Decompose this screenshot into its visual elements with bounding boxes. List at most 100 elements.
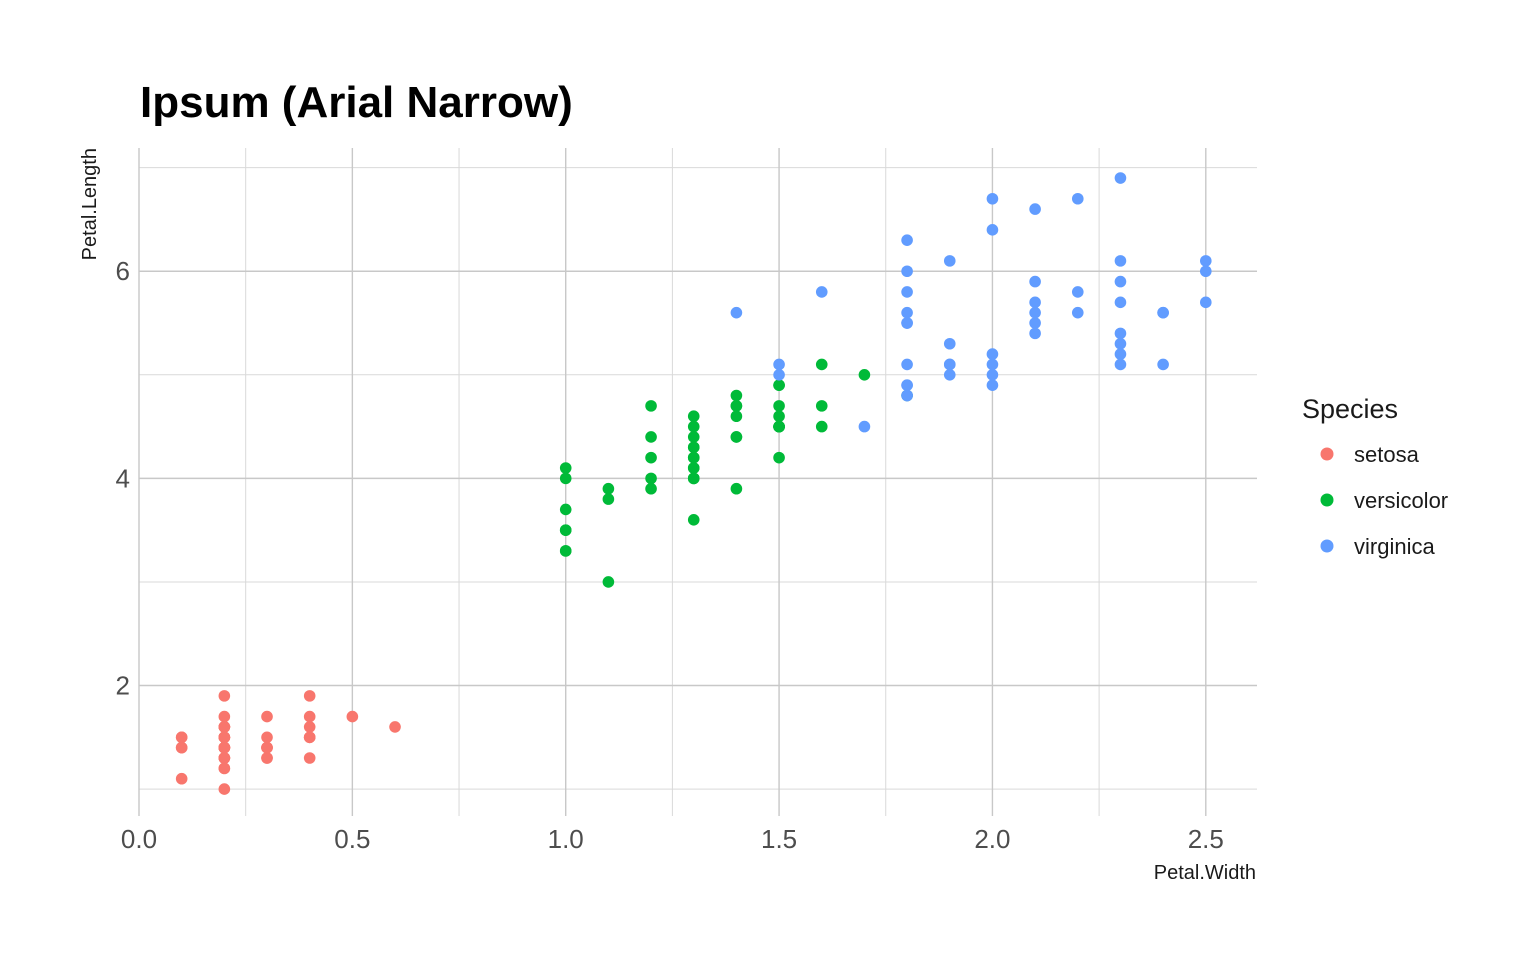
point-setosa-19	[261, 731, 273, 744]
point-versicolor-6	[815, 400, 828, 412]
point-virginica-7	[901, 234, 913, 246]
point-virginica-39	[1029, 327, 1041, 340]
point-versicolor-29	[559, 524, 572, 536]
point-versicolor-37	[687, 431, 700, 443]
point-versicolor-8	[687, 410, 700, 423]
x-tick-label-0: 0.0	[121, 824, 157, 854]
point-setosa-18	[261, 710, 273, 723]
point-setosa-49	[218, 741, 231, 754]
point-virginica-41	[1114, 358, 1127, 371]
legend-key-versicolor	[1320, 493, 1334, 507]
point-versicolor-23	[645, 400, 657, 412]
point-virginica-0	[1199, 265, 1212, 278]
point-versicolor-40	[645, 431, 657, 443]
point-virginica-48	[1114, 327, 1127, 340]
point-setosa-32	[175, 731, 188, 744]
legend-items: setosa versicolor virginica	[1320, 442, 1448, 559]
point-virginica-47	[986, 348, 999, 360]
y-axis-ticks: 2 4 6	[116, 256, 130, 700]
point-versicolor-19	[602, 482, 615, 495]
x-tick-label-2: 1.0	[548, 824, 584, 854]
point-versicolor-35	[815, 420, 828, 433]
point-virginica-44	[1199, 296, 1212, 309]
point-versicolor-43	[559, 545, 572, 557]
point-virginica-3	[901, 306, 913, 319]
point-virginica-13	[986, 369, 999, 381]
point-setosa-23	[346, 710, 359, 723]
point-virginica-34	[730, 306, 743, 319]
legend: Species setosa versicolor virginica	[1302, 394, 1448, 559]
point-setosa-44	[303, 690, 316, 702]
legend-key-virginica	[1320, 539, 1334, 553]
point-setosa-41	[261, 752, 273, 764]
point-virginica-10	[986, 358, 999, 371]
point-virginica-27	[901, 379, 913, 391]
point-virginica-12	[1029, 317, 1041, 329]
y-tick-label-0: 2	[116, 671, 130, 701]
point-virginica-46	[943, 369, 956, 381]
data-points	[175, 172, 1212, 795]
point-versicolor-11	[773, 451, 785, 464]
point-virginica-8	[901, 286, 913, 298]
point-setosa-48	[218, 731, 231, 744]
legend-label-setosa: setosa	[1354, 442, 1420, 467]
point-versicolor-48	[602, 576, 615, 588]
point-setosa-35	[218, 762, 231, 775]
point-setosa-46	[218, 721, 231, 733]
point-versicolor-45	[645, 451, 657, 464]
point-virginica-24	[1029, 296, 1041, 309]
point-virginica-45	[1114, 348, 1127, 360]
point-versicolor-34	[773, 420, 785, 433]
point-versicolor-46	[687, 451, 700, 464]
point-versicolor-26	[730, 389, 743, 402]
point-setosa-13	[175, 772, 188, 785]
point-versicolor-25	[730, 431, 743, 443]
legend-key-setosa	[1320, 447, 1334, 461]
point-setosa-37	[175, 741, 188, 754]
x-tick-label-5: 2.5	[1188, 824, 1224, 854]
point-virginica-2	[1029, 275, 1041, 288]
point-virginica-17	[1071, 192, 1084, 205]
y-axis-label: Petal.Length	[79, 148, 101, 260]
point-virginica-11	[943, 337, 956, 350]
point-virginica-4	[1071, 286, 1084, 298]
point-setosa-22	[218, 783, 231, 795]
legend-label-versicolor: versicolor	[1354, 488, 1448, 513]
point-versicolor-9	[730, 482, 743, 495]
point-versicolor-36	[773, 400, 785, 412]
point-virginica-30	[943, 255, 956, 267]
point-versicolor-17	[559, 462, 572, 474]
legend-title: Species	[1302, 394, 1398, 424]
point-virginica-38	[901, 389, 913, 402]
point-setosa-16	[303, 752, 316, 764]
point-versicolor-30	[602, 493, 615, 505]
point-virginica-28	[1029, 306, 1041, 319]
point-versicolor-27	[858, 369, 871, 381]
x-axis-label: Petal.Width	[1154, 862, 1256, 884]
point-versicolor-4	[773, 410, 785, 423]
point-versicolor-12	[559, 472, 572, 485]
y-tick-label-1: 4	[116, 463, 130, 493]
point-versicolor-14	[687, 514, 700, 526]
point-virginica-43	[1114, 275, 1127, 288]
point-virginica-21	[986, 379, 999, 391]
point-virginica-18	[1114, 172, 1127, 184]
x-tick-label-1: 0.5	[334, 824, 370, 854]
x-tick-label-3: 1.5	[761, 824, 797, 854]
point-virginica-32	[1071, 306, 1084, 319]
point-virginica-37	[901, 317, 913, 329]
point-setosa-20	[218, 710, 231, 723]
point-versicolor-33	[815, 358, 828, 371]
point-versicolor-41	[730, 410, 743, 423]
point-setosa-5	[303, 710, 316, 723]
legend-label-virginica: virginica	[1354, 534, 1435, 559]
point-versicolor-47	[687, 441, 700, 454]
point-virginica-9	[1199, 255, 1212, 267]
point-versicolor-49	[687, 462, 700, 474]
point-virginica-25	[901, 265, 913, 278]
x-tick-label-4: 2.0	[974, 824, 1010, 854]
point-virginica-49	[901, 358, 913, 371]
point-virginica-14	[1157, 358, 1169, 371]
point-setosa-42	[218, 752, 231, 764]
point-versicolor-32	[645, 482, 657, 495]
